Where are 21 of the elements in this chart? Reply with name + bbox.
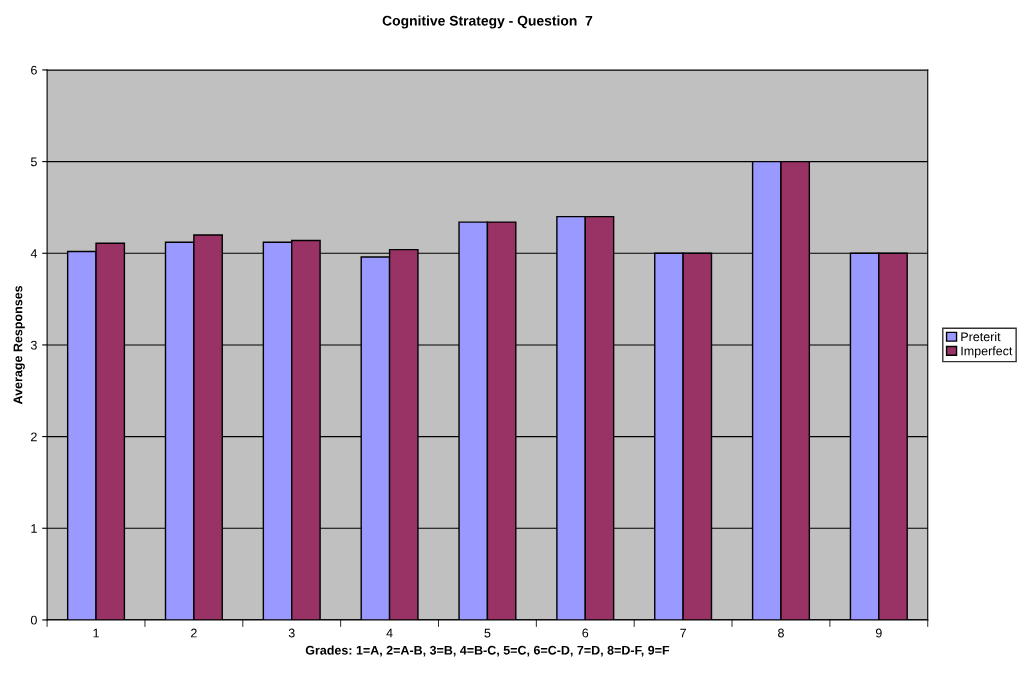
x-tick-label: 7 (680, 628, 686, 638)
x-tick-label: 8 (778, 628, 784, 638)
chart-title: Cognitive Strategy - Question 7 (382, 15, 593, 29)
x-tick-label: 4 (386, 628, 393, 638)
y-axis-title: Average Responses (13, 285, 25, 405)
x-axis-title: Grades: 1=A, 2=A-B, 3=B, 4=B-C, 5=C, 6=C-D, 7=D, 8=D-F, 9=F (305, 645, 670, 657)
y-tick-label: 2 (31, 432, 37, 442)
x-tick-label: 1 (93, 628, 99, 638)
legend-label: Imperfect (961, 346, 1013, 358)
y-tick-label: 4 (30, 249, 38, 258)
x-tick-label: 5 (484, 628, 491, 638)
y-tick-label: 1 (31, 524, 37, 533)
x-tick-label: 2 (191, 628, 197, 638)
y-tick-label: 0 (30, 615, 37, 625)
x-tick-label: 9 (875, 628, 882, 638)
x-tick-label: 3 (288, 628, 295, 638)
y-tick-label: 6 (31, 65, 37, 75)
y-tick-label: 5 (30, 157, 37, 167)
x-tick-label: 6 (582, 628, 589, 638)
legend-label: Preterit (961, 332, 1001, 342)
y-tick-label: 3 (30, 340, 37, 350)
